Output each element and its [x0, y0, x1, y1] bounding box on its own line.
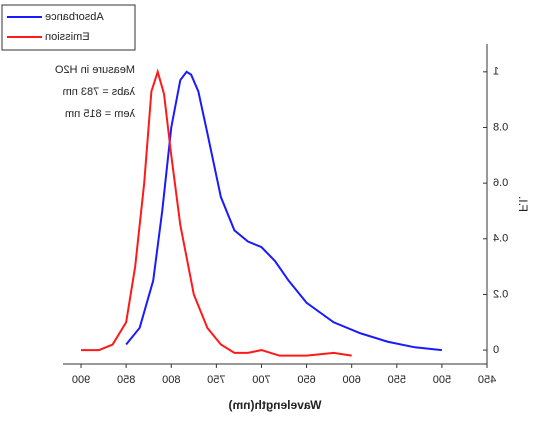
annotation: λabs = 783 nm — [63, 86, 135, 98]
x-tick-label: 800 — [162, 374, 180, 386]
data-line — [81, 68, 352, 357]
y-tick-label: 0.8 — [493, 121, 508, 133]
x-tick-label: 750 — [207, 374, 225, 386]
x-axis-label: Wavelength(nm) — [229, 398, 322, 412]
mirrored-chart: 0 0.2 0.4 0.6 0.8 1 450 500 550 600 650 700 750 800 85… — [1, 4, 530, 412]
data-line — [125, 70, 442, 352]
x-tick-label: 500 — [433, 374, 451, 386]
x-tick-label: 650 — [297, 374, 315, 386]
x-tick-label: 550 — [388, 374, 406, 386]
x-tick-label: 700 — [252, 374, 270, 386]
y-tick-label: 0.4 — [493, 233, 508, 245]
x-tick-label: 850 — [117, 374, 135, 386]
y-tick-label: 0.6 — [493, 177, 508, 189]
legend-label: Emission — [45, 31, 90, 43]
y-tick-label: 1 — [493, 66, 499, 78]
x-tick-label: 450 — [478, 374, 496, 386]
y-tick-label: 0 — [493, 344, 499, 356]
legend-box — [1, 4, 136, 51]
annotation: λem = 815 nm — [65, 108, 135, 120]
y-axis-label: F.I. — [516, 196, 530, 212]
x-tick-label: 900 — [72, 374, 90, 386]
annotation: Measure in H2O — [54, 64, 135, 76]
x-tick-label: 600 — [343, 374, 361, 386]
y-tick-label: 0.2 — [493, 288, 508, 300]
legend-label: Absorbance — [45, 11, 104, 23]
